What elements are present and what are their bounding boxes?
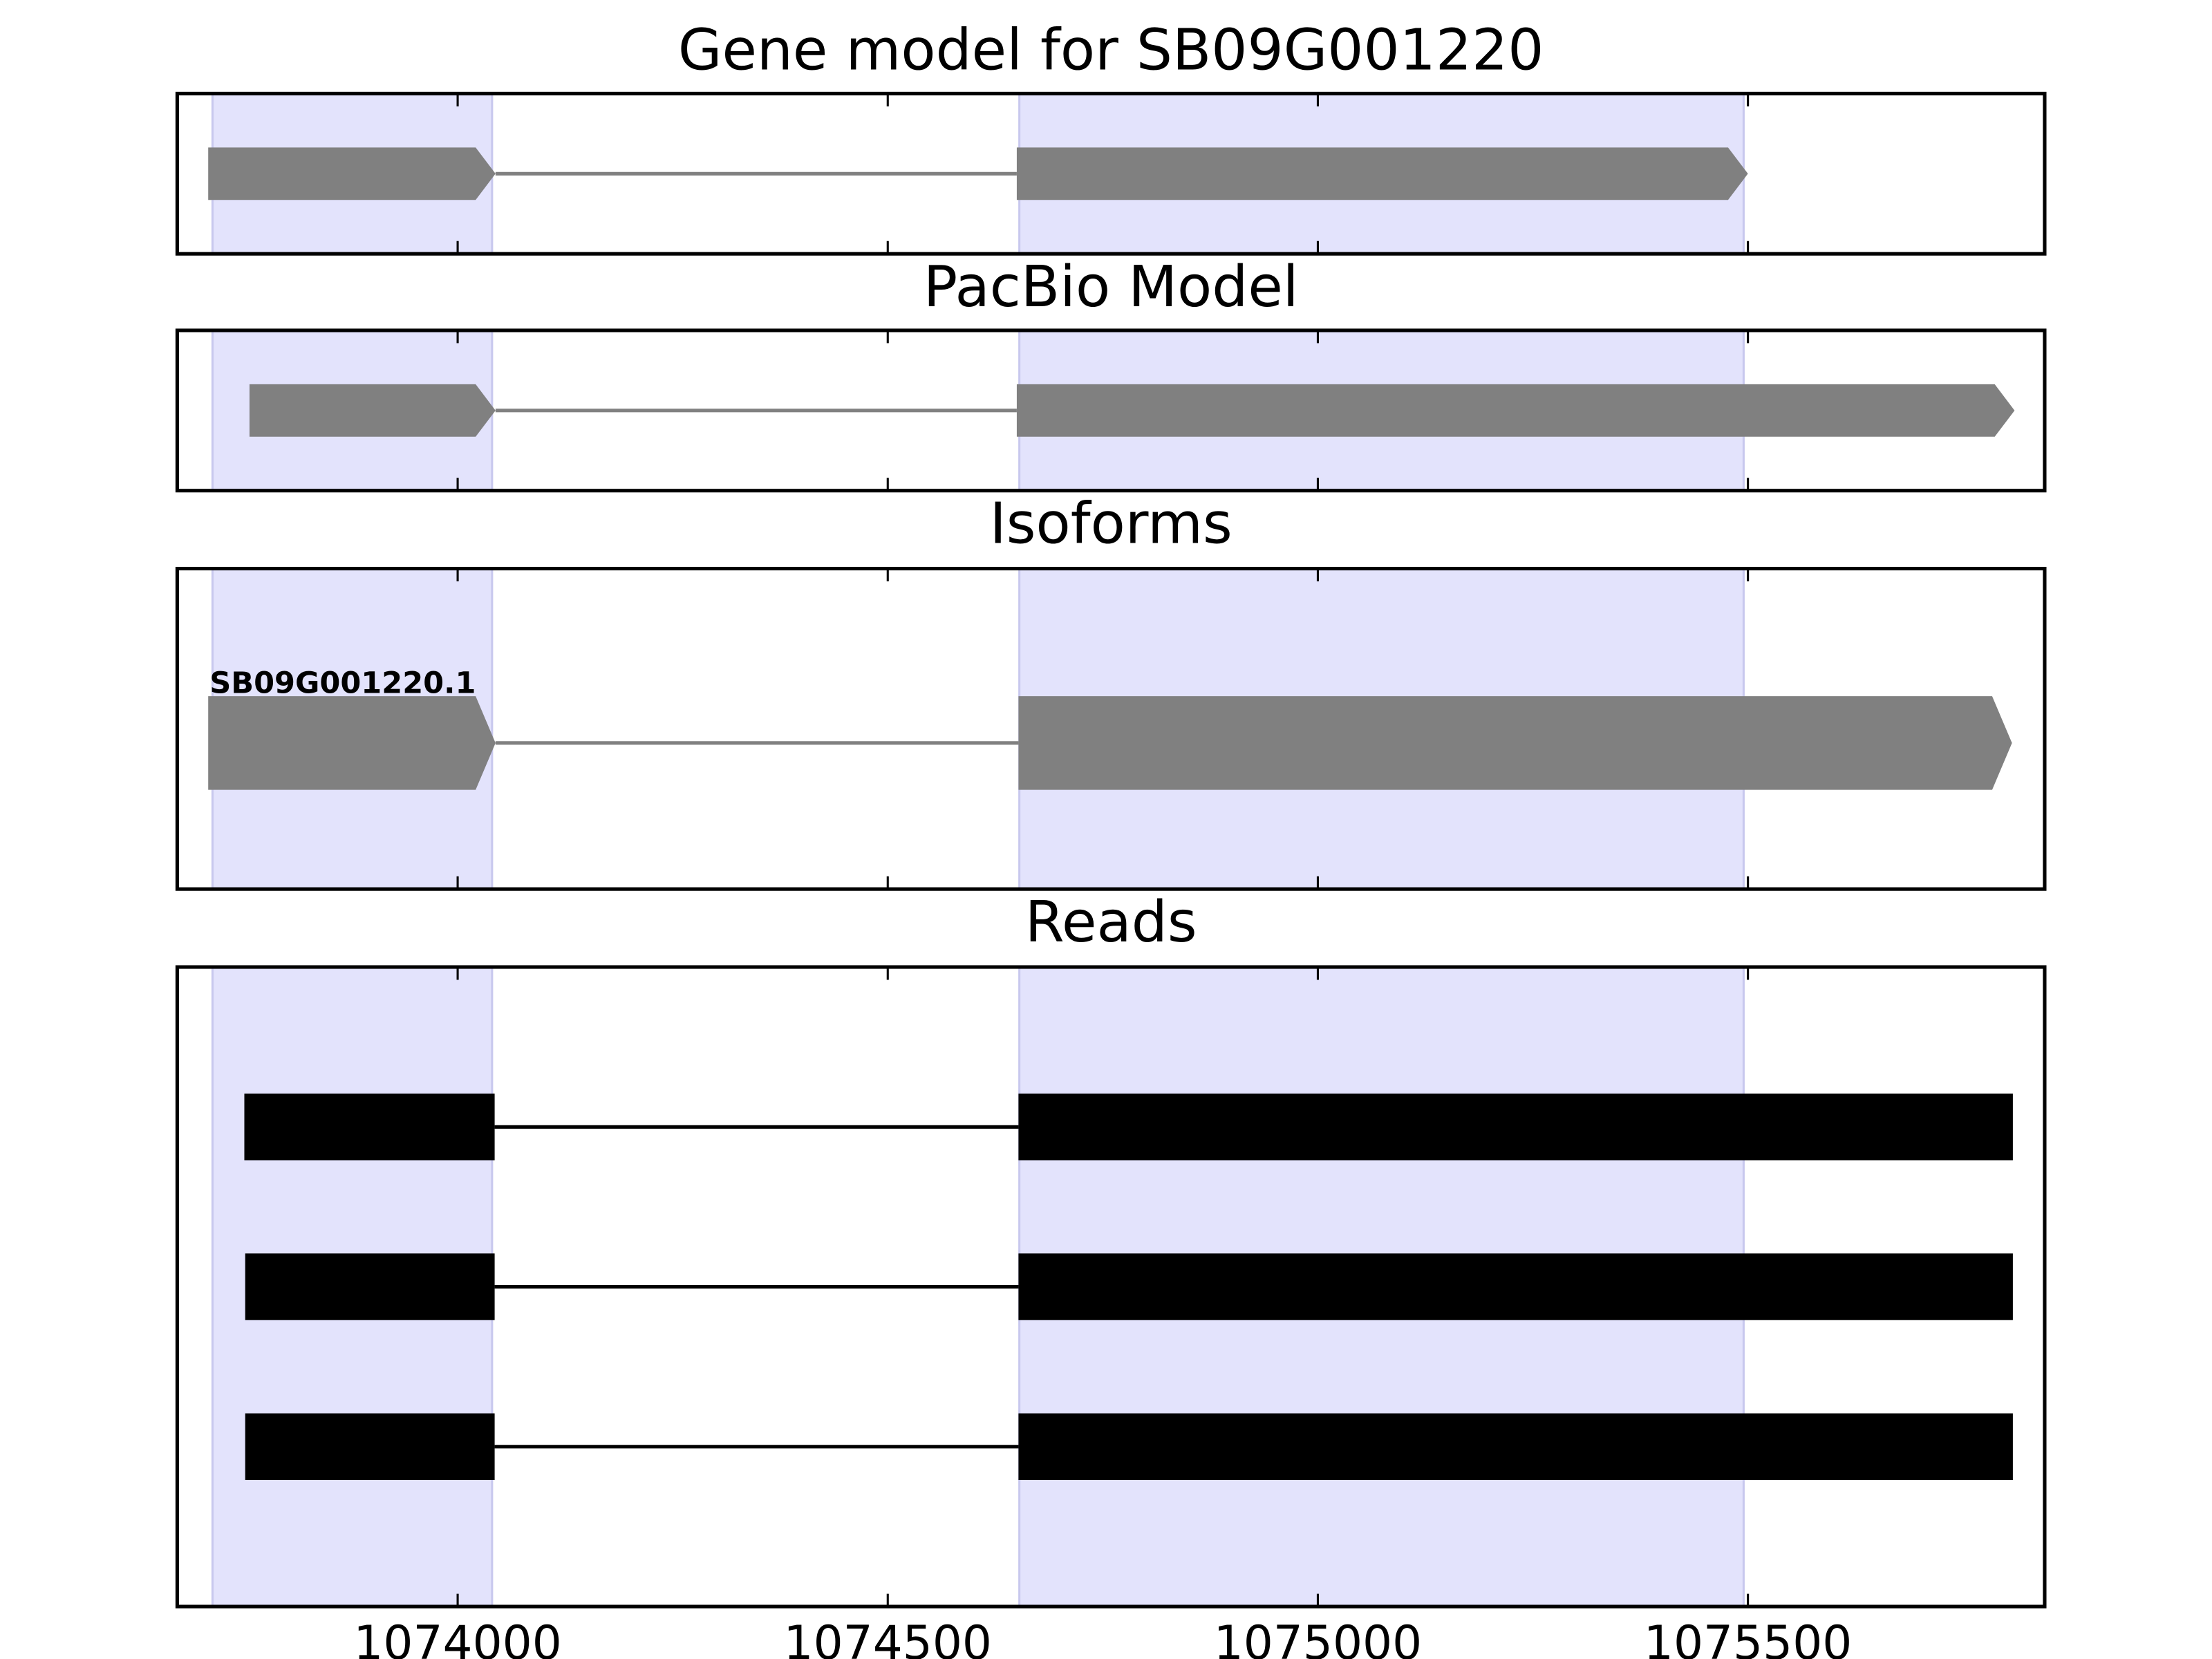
x-tick-label: 1075500 (1644, 1615, 1852, 1659)
exon (1018, 696, 2012, 790)
panel-title: Reads (1025, 890, 1197, 955)
panel-frame (175, 91, 2047, 256)
exon (249, 384, 496, 437)
isoform-label: SB09G001220.1 (209, 666, 476, 700)
exon (208, 696, 496, 790)
read-block (1018, 1094, 2013, 1161)
panel-title: Isoforms (990, 491, 1232, 557)
exon (1016, 147, 1748, 200)
x-tick-label: 1074500 (784, 1615, 992, 1659)
panel-title: PacBio Model (924, 254, 1299, 320)
read-block (244, 1094, 495, 1161)
read-block (245, 1253, 495, 1320)
read-block (1018, 1413, 2013, 1481)
exon (1016, 384, 2015, 437)
panel-title: Gene model for SB09G001220 (678, 17, 1544, 83)
panel-frame (175, 328, 2047, 493)
x-tick-label: 1075000 (1214, 1615, 1422, 1659)
panel-frame (175, 567, 2047, 891)
read-block (245, 1413, 495, 1481)
x-tick-label: 1074000 (353, 1615, 561, 1659)
panel-frame (175, 965, 2047, 1609)
read-block (1018, 1253, 2013, 1320)
exon (208, 147, 496, 200)
